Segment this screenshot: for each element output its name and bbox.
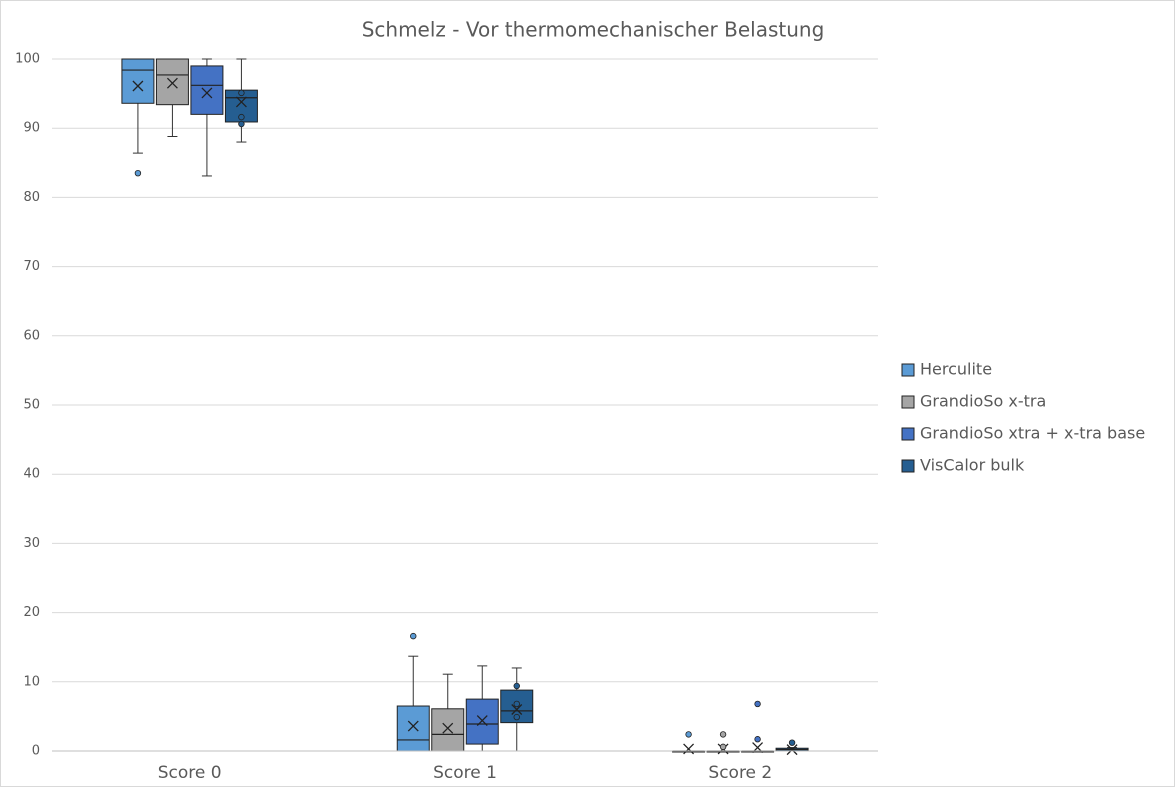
- outlier: [719, 743, 727, 751]
- legend-label: GrandioSo x-tra: [920, 392, 1046, 411]
- legend-swatch: [901, 427, 915, 441]
- outlier: [238, 89, 245, 97]
- outlier: [238, 113, 245, 121]
- legend-swatch: [901, 459, 915, 473]
- y-tick-label: 70: [23, 259, 40, 274]
- y-tick-label: 40: [23, 467, 40, 482]
- legend-label: GrandioSo xtra + x-tra base: [920, 424, 1145, 443]
- outlier: [754, 736, 761, 743]
- y-tick-label: 80: [23, 190, 40, 205]
- box: [121, 58, 155, 104]
- mean-marker: [786, 744, 798, 756]
- y-tick-label: 90: [23, 121, 40, 136]
- legend-swatch: [901, 395, 915, 409]
- mean-marker: [235, 96, 247, 108]
- y-tick-label: 60: [23, 328, 40, 343]
- x-tick-label: Score 2: [708, 763, 772, 783]
- mean-marker: [132, 80, 144, 92]
- mean-marker: [511, 704, 523, 715]
- box: [190, 65, 224, 115]
- legend-label: Herculite: [920, 360, 992, 379]
- x-tick-label: Score 0: [158, 763, 222, 783]
- outlier: [513, 713, 520, 721]
- legend-label: VisCalor bulk: [920, 456, 1025, 475]
- outlier: [754, 700, 761, 708]
- outlier: [134, 169, 142, 177]
- y-tick-label: 0: [32, 744, 40, 759]
- mean-marker: [201, 87, 213, 99]
- box: [396, 705, 430, 752]
- outlier: [685, 731, 692, 738]
- outlier: [513, 682, 520, 690]
- legend-swatch: [901, 363, 915, 377]
- mean-marker: [166, 77, 178, 89]
- mean-marker: [476, 715, 488, 727]
- outlier: [788, 739, 796, 746]
- y-tick-label: 100: [15, 52, 40, 67]
- mean-marker: [407, 720, 419, 732]
- chart-title: Schmelz - Vor thermomechanischer Belastu…: [362, 18, 825, 42]
- outlier: [719, 731, 727, 738]
- box: [155, 58, 189, 106]
- y-tick-label: 50: [23, 398, 40, 413]
- mean-marker: [683, 743, 695, 755]
- box: [431, 708, 465, 752]
- outlier: [238, 120, 245, 128]
- y-tick-label: 20: [23, 605, 40, 620]
- y-tick-label: 30: [23, 536, 40, 551]
- box: [465, 698, 499, 745]
- x-tick-label: Score 1: [433, 763, 497, 783]
- mean-marker: [442, 722, 454, 734]
- outlier: [410, 632, 417, 640]
- y-tick-label: 10: [23, 674, 40, 689]
- outlier: [513, 700, 520, 708]
